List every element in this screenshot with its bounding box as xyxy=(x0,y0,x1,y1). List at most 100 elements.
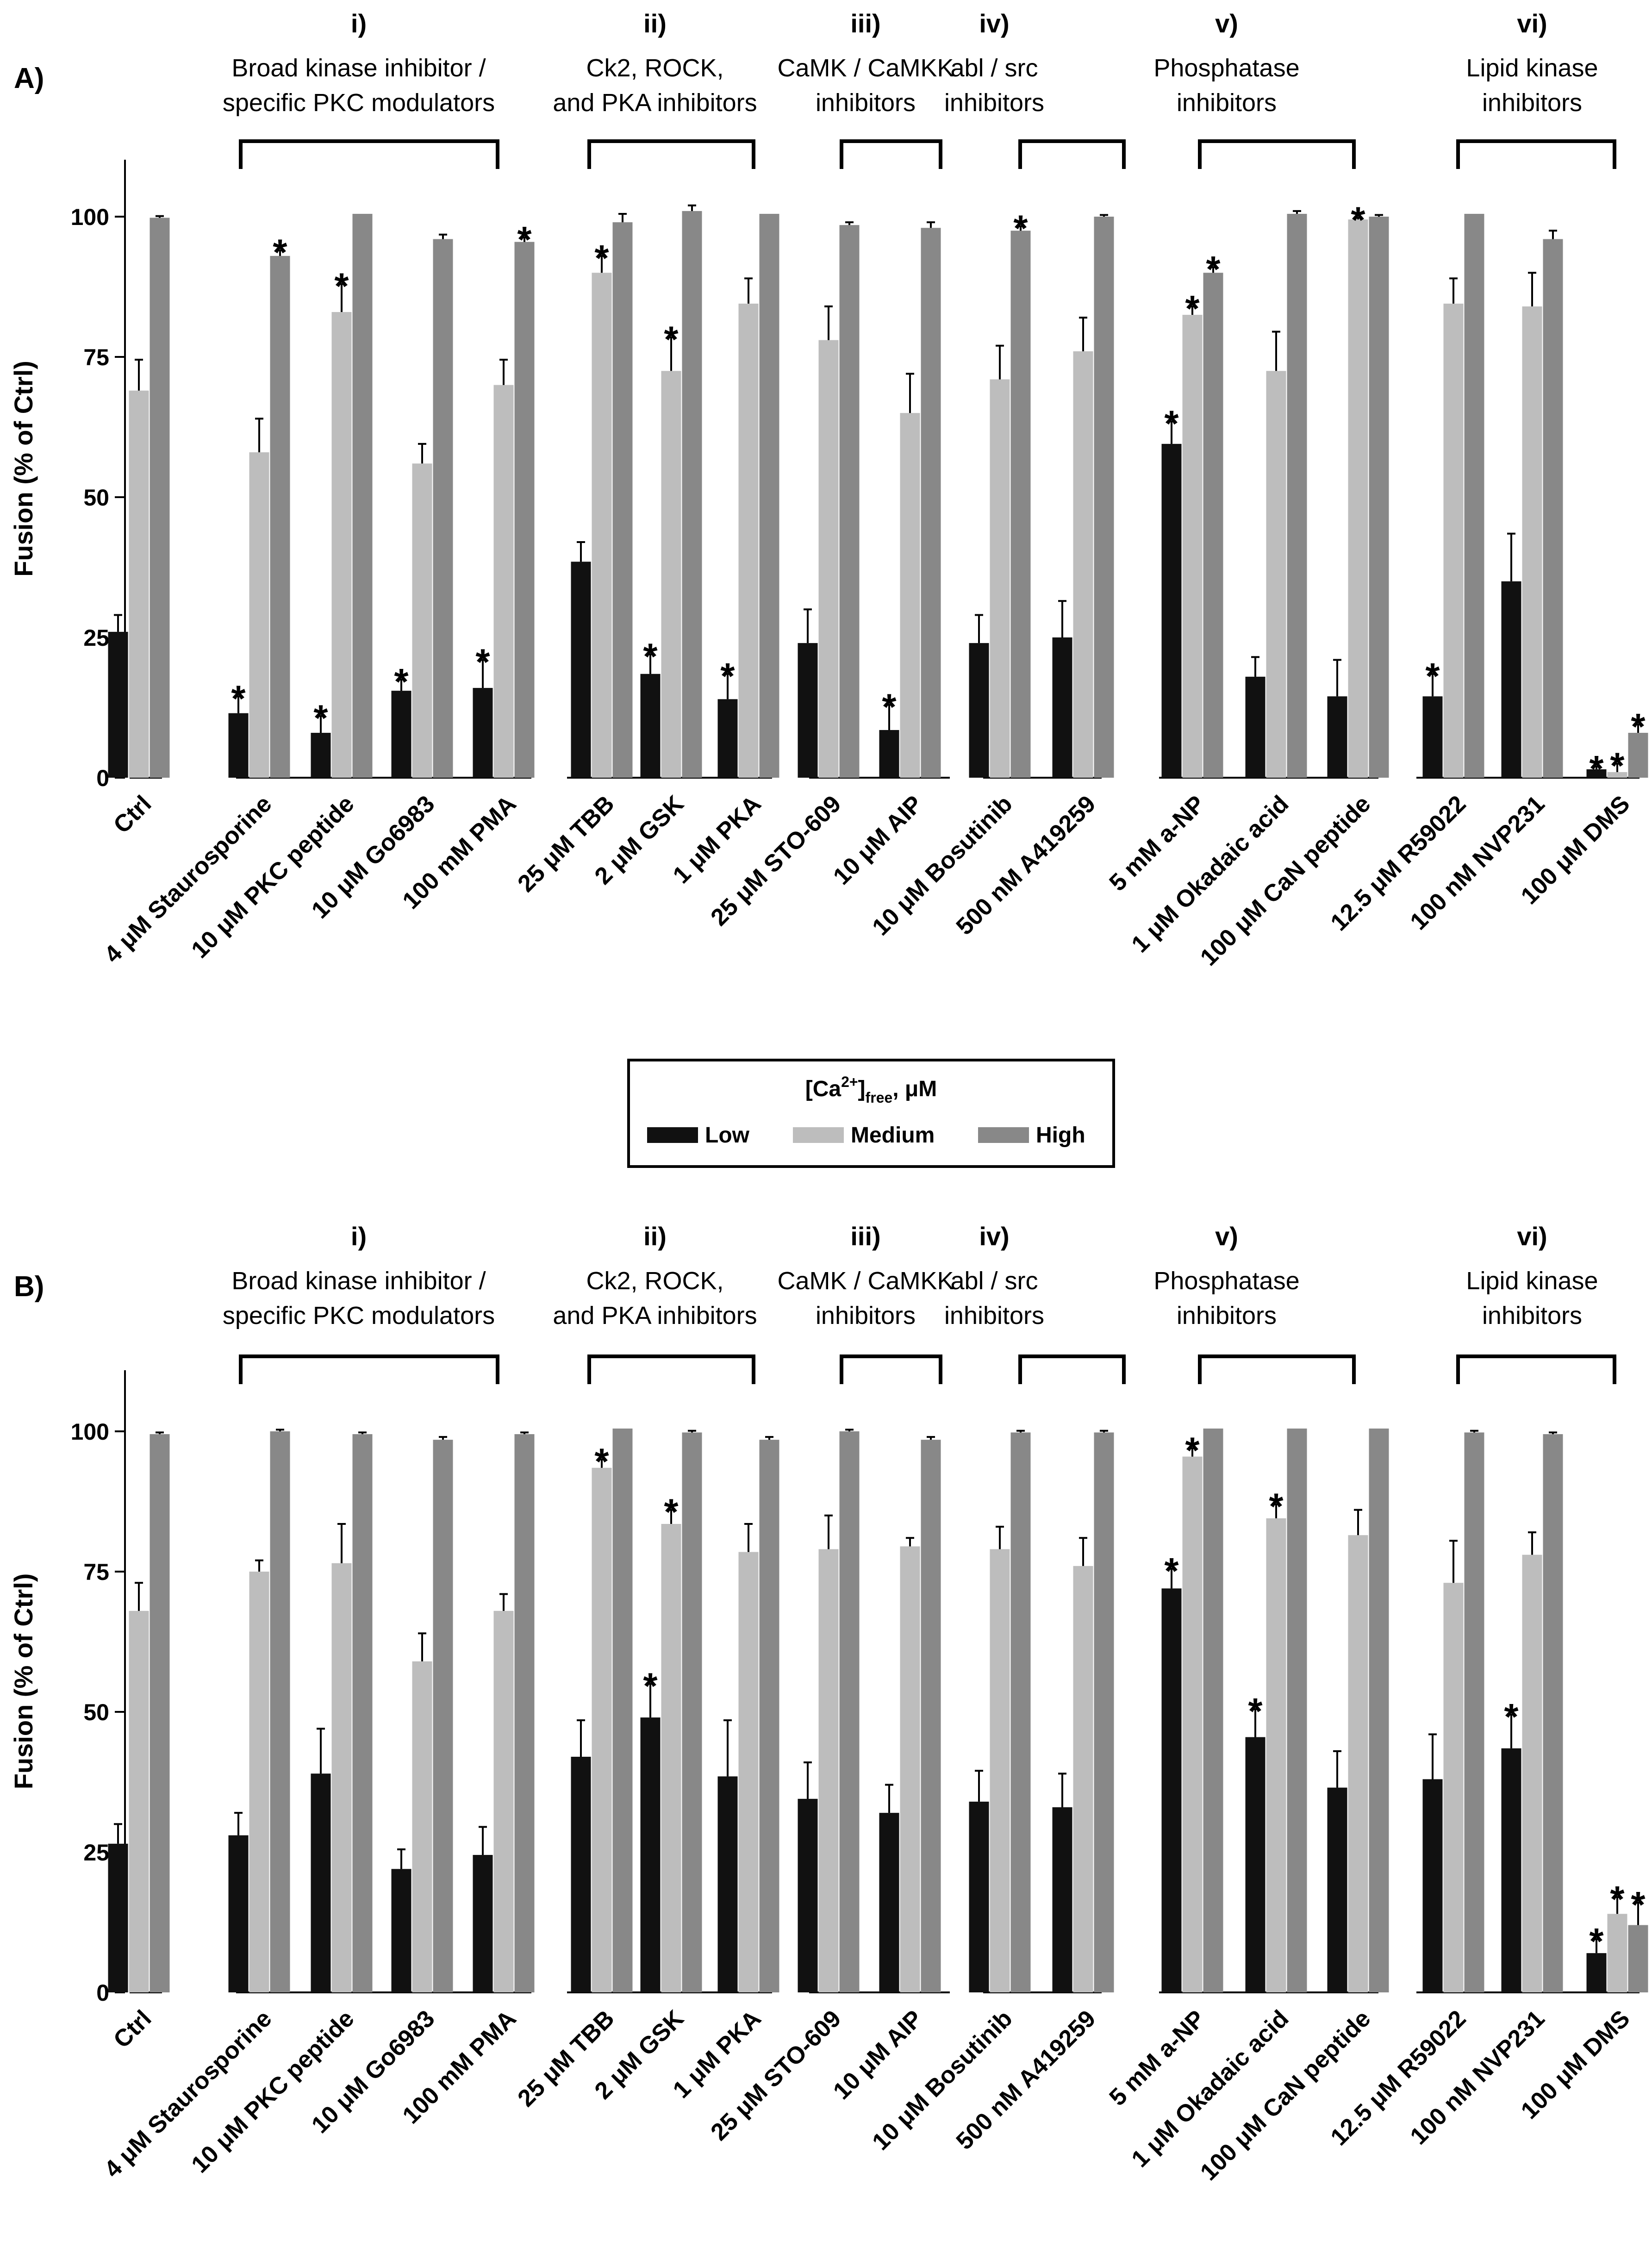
significance-star: * xyxy=(1610,1879,1625,1920)
group-bracket xyxy=(1198,139,1356,169)
significance-star: * xyxy=(1185,1429,1200,1471)
bar-low xyxy=(311,1773,331,1992)
significance-star: * xyxy=(1164,403,1179,444)
bar-high xyxy=(1094,217,1114,778)
significance-star: * xyxy=(720,655,735,697)
group-bracket xyxy=(239,139,499,169)
bar-medium xyxy=(818,340,839,778)
significance-star: * xyxy=(1164,1550,1179,1592)
legend-title-close: ] xyxy=(858,1077,866,1101)
significance-star: * xyxy=(1351,199,1365,240)
legend-title: [Ca2+]free, μM xyxy=(805,1074,937,1106)
panel-label: A) xyxy=(14,62,44,94)
significance-star: * xyxy=(313,698,328,739)
y-tick-label: 25 xyxy=(83,625,109,651)
y-axis-label: Fusion (% of Ctrl) xyxy=(9,361,38,577)
group-title-line: CaMK / CaMKK xyxy=(777,54,954,82)
bar-high xyxy=(759,1440,779,1992)
significance-star: * xyxy=(1631,1884,1646,1925)
group-title-line: inhibitors xyxy=(816,1302,916,1329)
y-tick-label: 0 xyxy=(96,765,109,791)
y-tick-label: 75 xyxy=(83,1559,109,1585)
group-title-line: Lipid kinase xyxy=(1466,1267,1598,1295)
bar-low xyxy=(798,1798,818,1992)
bar-medium xyxy=(412,1661,432,1992)
bar-low xyxy=(228,713,249,778)
bar-high xyxy=(1543,1434,1563,1992)
group-bracket xyxy=(587,139,755,169)
bar-low xyxy=(571,1756,591,1992)
significance-star: * xyxy=(1589,1921,1604,1962)
bar-medium xyxy=(1607,772,1627,778)
bar-high xyxy=(150,1434,170,1992)
bar-medium xyxy=(661,1523,681,1992)
group-title-line: Ck2, ROCK, xyxy=(586,1267,723,1295)
significance-star: * xyxy=(334,265,349,306)
y-tick-label: 100 xyxy=(71,1419,109,1445)
group-bracket xyxy=(239,1354,499,1384)
significance-star: * xyxy=(231,678,246,719)
bar-low xyxy=(1501,1748,1521,1992)
bar-medium xyxy=(1348,1535,1368,1992)
bar-high xyxy=(1464,1432,1484,1992)
bar-medium xyxy=(661,371,681,778)
bar-low xyxy=(1327,696,1347,778)
bar-high xyxy=(270,1431,290,1992)
group-title-line: inhibitors xyxy=(1482,89,1582,117)
bar-low xyxy=(1422,1779,1443,1992)
legend-title-unit: , μM xyxy=(892,1077,937,1101)
group-title-line: and PKA inhibitors xyxy=(553,1302,757,1329)
panel-label: B) xyxy=(14,1271,44,1303)
bar-medium xyxy=(129,390,149,778)
significance-star: * xyxy=(1013,208,1028,249)
bar-low xyxy=(969,1801,989,1992)
bar-low xyxy=(1327,1787,1347,1992)
bar-medium xyxy=(1182,1456,1203,1992)
bar-medium xyxy=(493,385,514,778)
y-tick-label: 50 xyxy=(83,1699,109,1725)
legend-swatch-low xyxy=(647,1127,698,1143)
group-numeral: iv) xyxy=(979,9,1009,38)
bar-high xyxy=(921,228,941,778)
bar-low xyxy=(1501,581,1521,778)
bar-low xyxy=(571,562,591,778)
group-numeral: i) xyxy=(351,1222,367,1251)
group-title-line: Phosphatase xyxy=(1153,54,1299,82)
bar-medium xyxy=(990,1549,1010,1992)
legend-title-main: [Ca xyxy=(805,1077,842,1101)
bar-medium xyxy=(900,1546,920,1992)
bar-high xyxy=(1464,213,1484,778)
bar-high xyxy=(514,242,535,778)
bar-low xyxy=(473,1855,493,1992)
bar-low xyxy=(1586,1953,1607,1992)
y-tick-label: 25 xyxy=(83,1840,109,1866)
group-bracket xyxy=(1018,139,1126,169)
legend-box xyxy=(627,1059,1115,1168)
legend: [Ca2+]free, μM Low Medium High xyxy=(627,1059,1115,1168)
bar-medium xyxy=(129,1610,149,1992)
bar-low xyxy=(391,1869,411,1992)
group-title-line: abl / src xyxy=(950,54,1038,82)
bar-medium xyxy=(1182,315,1203,778)
group-bracket xyxy=(1456,139,1616,169)
significance-star: * xyxy=(1425,655,1440,697)
bar-low xyxy=(1052,1807,1072,1992)
significance-star: * xyxy=(475,641,490,682)
bar-medium xyxy=(1266,1518,1286,1992)
bar-high xyxy=(1010,231,1031,778)
bar-low xyxy=(108,631,128,778)
bar-medium xyxy=(1266,371,1286,778)
group-numeral: vi) xyxy=(1517,1222,1547,1251)
group-numeral: iv) xyxy=(979,1222,1009,1251)
group-title-line: Ck2, ROCK, xyxy=(586,54,723,82)
bar-low xyxy=(311,733,331,778)
group-bracket xyxy=(840,139,942,169)
group-numeral: iii) xyxy=(850,9,880,38)
bar-low xyxy=(717,699,738,778)
legend-swatch-high xyxy=(978,1127,1029,1143)
bar-high xyxy=(839,225,860,778)
bar-high xyxy=(1094,1432,1114,1992)
group-title-line: specific PKC modulators xyxy=(223,1302,495,1329)
significance-star: * xyxy=(1206,249,1221,290)
significance-star: * xyxy=(643,1665,658,1706)
